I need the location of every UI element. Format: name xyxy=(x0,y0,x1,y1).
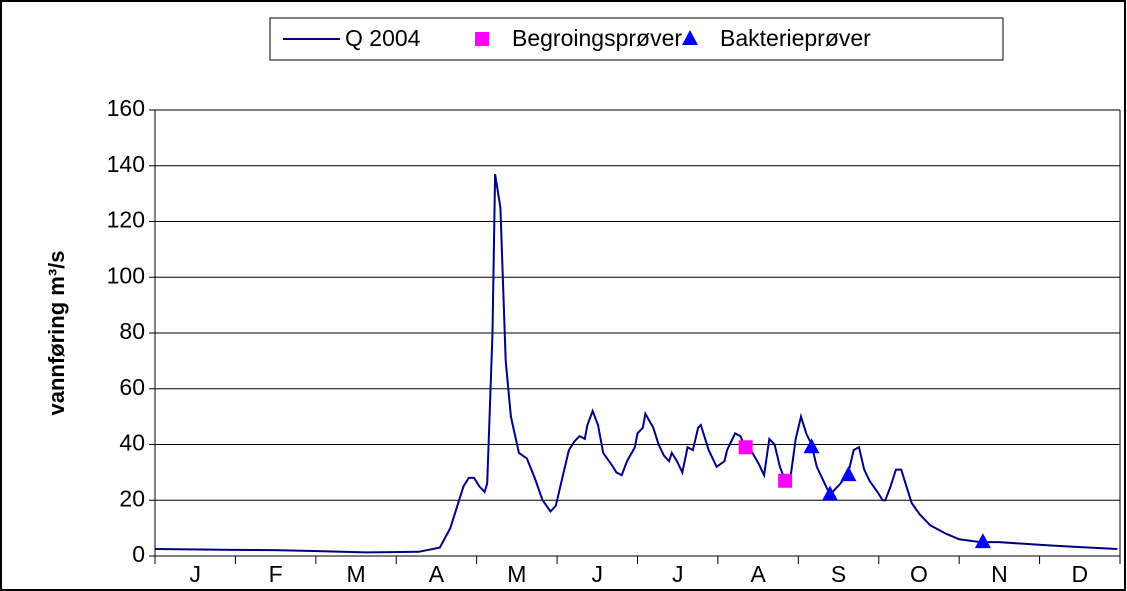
y-tick-label: 100 xyxy=(107,262,145,288)
legend-label: Begroingsprøver xyxy=(512,25,682,51)
x-tick-label: O xyxy=(910,561,928,587)
legend-swatch xyxy=(682,30,698,45)
legend-label: Q 2004 xyxy=(345,25,421,51)
legend-box xyxy=(269,17,1004,61)
triangle-marker xyxy=(821,485,838,501)
x-tick-label: F xyxy=(269,561,283,587)
x-tick-label: D xyxy=(1071,561,1088,587)
y-tick-label: 160 xyxy=(107,95,145,121)
y-tick-label: 20 xyxy=(119,485,145,511)
y-axis-title: vannføring m³/s xyxy=(44,250,69,415)
y-tick-label: 40 xyxy=(119,430,145,456)
triangle-marker xyxy=(974,533,991,549)
triangle-marker xyxy=(840,466,857,482)
x-tick-label: J xyxy=(189,561,201,587)
x-tick-label: M xyxy=(507,561,526,587)
x-tick-label: N xyxy=(991,561,1008,587)
square-marker xyxy=(738,440,753,455)
x-tick-label: J xyxy=(592,561,604,587)
legend-swatch xyxy=(475,32,489,46)
y-tick-label: 120 xyxy=(107,207,145,233)
y-tick-label: 80 xyxy=(119,318,145,344)
x-tick-label: M xyxy=(346,561,365,587)
legend-label: Bakterieprøver xyxy=(720,25,871,51)
square-marker xyxy=(778,473,793,488)
triangle-marker xyxy=(803,438,820,454)
flow-line xyxy=(154,173,1118,554)
x-tick-label: A xyxy=(429,561,445,587)
x-tick-label: S xyxy=(831,561,846,587)
y-tick-label: 140 xyxy=(107,151,145,177)
x-tick-label: J xyxy=(672,561,684,587)
x-tick-label: A xyxy=(750,561,766,587)
y-tick-label: 0 xyxy=(132,541,145,567)
y-tick-label: 60 xyxy=(119,374,145,400)
